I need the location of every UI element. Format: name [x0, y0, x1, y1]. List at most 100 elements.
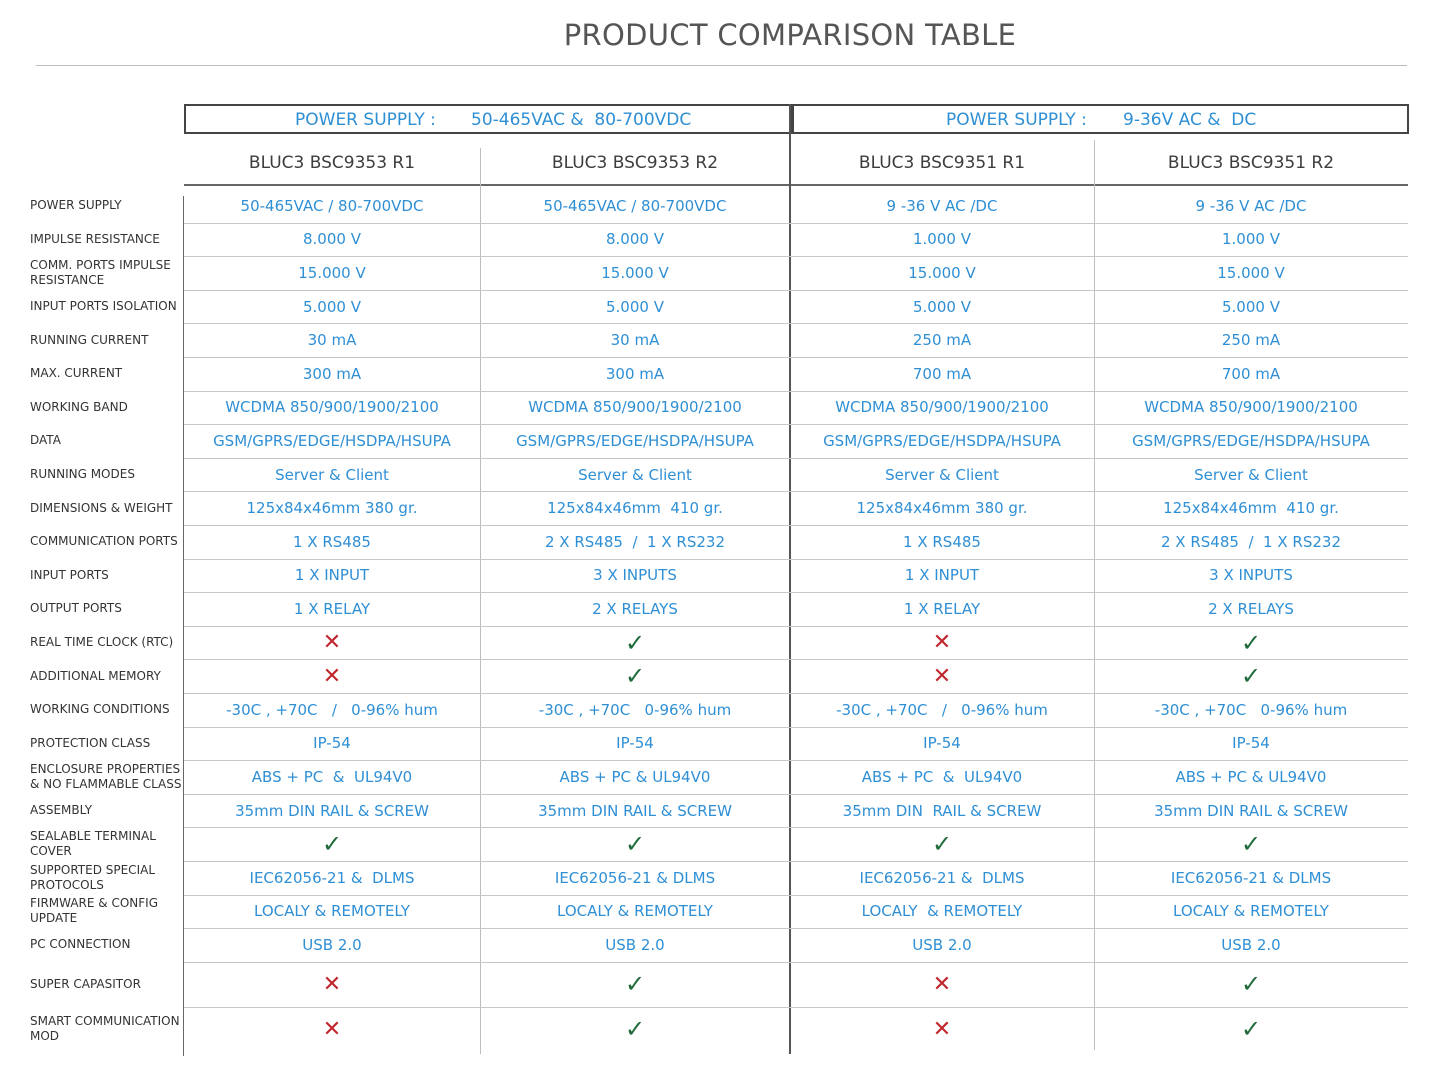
row-label: ENCLOSURE PROPERTIES & NO FLAMMABLE CLAS…: [30, 761, 182, 791]
row-label: DATA: [30, 433, 61, 448]
table-cell: 2 X RS485 / 1 X RS232: [545, 532, 725, 551]
row-label: IMPULSE RESISTANCE: [30, 231, 160, 246]
check-icon: ✓: [1240, 628, 1262, 657]
title-divider: [36, 65, 1407, 66]
table-cell: 15.000 V: [908, 263, 976, 282]
model-header-4: BLUC3 BSC9351 R2: [1167, 153, 1335, 173]
table-cell: IP-54: [923, 734, 961, 753]
table-cell: LOCALY & REMOTELY: [254, 902, 410, 921]
model-header-1: BLUC3 BSC9353 R1: [248, 153, 416, 173]
row-divider: [184, 760, 1408, 762]
row-divider: [184, 592, 1408, 594]
table-cell: USB 2.0: [605, 935, 665, 954]
row-divider: [184, 289, 1408, 291]
group-divider-rule: [789, 104, 791, 1054]
page-title: PRODUCT COMPARISON TABLE: [563, 18, 1017, 52]
table-cell: 30 mA: [307, 331, 357, 350]
table-cell: 5.000 V: [606, 297, 664, 316]
table-cell: USB 2.0: [302, 935, 362, 954]
row-label: FIRMWARE & CONFIG UPDATE: [30, 896, 158, 926]
table-cell: -30C , +70C 0-96% hum: [538, 700, 732, 719]
table-cell: 5.000 V: [303, 297, 361, 316]
table-cell: 125x84x46mm 380 gr.: [246, 499, 418, 518]
row-label: ADDITIONAL MEMORY: [30, 668, 161, 683]
row-divider: [184, 827, 1408, 829]
row-divider: [184, 491, 1408, 493]
table-cell: USB 2.0: [912, 935, 972, 954]
table-cell: 1.000 V: [1222, 230, 1280, 249]
table-cell: GSM/GPRS/EDGE/HSDPA/HSUPA: [823, 431, 1061, 450]
row-divider: [184, 323, 1408, 325]
table-cell: 35mm DIN RAIL & SCREW: [842, 801, 1042, 820]
table-cell: 35mm DIN RAIL & SCREW: [235, 801, 429, 820]
table-cell: -30C , +70C 0-96% hum: [1154, 700, 1348, 719]
cross-icon: ✕: [932, 630, 952, 656]
table-cell: 3 X INPUTS: [1209, 566, 1293, 585]
table-cell: 35mm DIN RAIL & SCREW: [1154, 801, 1348, 820]
row-label: SUPPORTED SPECIAL PROTOCOLS: [30, 862, 155, 892]
table-cell: IP-54: [1232, 734, 1270, 753]
check-icon: ✓: [624, 662, 646, 691]
check-icon: ✓: [321, 830, 343, 859]
table-cell: 1.000 V: [913, 230, 971, 249]
table-cell: USB 2.0: [1221, 935, 1281, 954]
table-cell: 15.000 V: [1217, 263, 1285, 282]
table-cell: 300 mA: [302, 364, 362, 383]
table-cell: GSM/GPRS/EDGE/HSDPA/HSUPA: [516, 431, 754, 450]
row-divider: [184, 928, 1408, 930]
table-cell: IEC62056-21 & DLMS: [1170, 868, 1332, 887]
row-label: ASSEMBLY: [30, 803, 93, 818]
cross-icon: ✕: [322, 971, 342, 997]
check-icon: ✓: [624, 1015, 646, 1044]
table-cell: ABS + PC & UL94V0: [251, 767, 413, 786]
cross-icon: ✕: [322, 1016, 342, 1042]
table-cell: -30C , +70C / 0-96% hum: [836, 700, 1048, 719]
model-header-3: BLUC3 BSC9351 R1: [858, 153, 1026, 173]
row-divider: [184, 390, 1408, 392]
row-label: COMM. PORTS IMPULSE RESISTANCE: [30, 257, 171, 287]
row-label: PROTECTION CLASS: [30, 735, 151, 750]
row-divider: [184, 525, 1408, 526]
row-label: WORKING CONDITIONS: [30, 702, 170, 717]
row-divider: [184, 457, 1408, 459]
row-divider: [184, 256, 1408, 258]
table-cell: 300 mA: [605, 364, 665, 383]
row-divider: [184, 357, 1408, 358]
table-cell: 8.000 V: [606, 230, 664, 249]
check-icon: ✓: [1240, 662, 1262, 691]
table-cell: 9 -36 V AC /DC: [886, 196, 998, 215]
header-rule: [184, 184, 1408, 186]
table-cell: 15.000 V: [601, 263, 669, 282]
row-label: SMART COMMUNICATION MOD: [30, 1014, 180, 1044]
row-label: DIMENSIONS & WEIGHT: [30, 500, 173, 515]
table-cell: LOCALY & REMOTELY: [557, 902, 713, 921]
row-divider: [184, 894, 1408, 896]
table-cell: ABS + PC & UL94V0: [559, 767, 711, 786]
group-1-value: 50-465VAC & 80-700VDC: [471, 110, 692, 130]
table-cell: LOCALY & REMOTELY: [861, 902, 1023, 921]
table-cell: 30 mA: [610, 331, 660, 350]
row-label: SEALABLE TERMINAL COVER: [30, 829, 156, 859]
table-cell: Server & Client: [578, 465, 692, 484]
column-rule-2: [480, 148, 481, 1054]
row-label: INPUT PORTS: [30, 567, 109, 582]
table-cell: IP-54: [616, 734, 654, 753]
table-cell: IEC62056-21 & DLMS: [249, 868, 415, 887]
table-cell: 1 X INPUT: [294, 566, 370, 585]
table-cell: 125x84x46mm 410 gr.: [1163, 499, 1339, 518]
table-cell: LOCALY & REMOTELY: [1173, 902, 1329, 921]
table-cell: 1 X RELAY: [903, 599, 981, 618]
table-cell: WCDMA 850/900/1900/2100: [225, 398, 439, 417]
row-label: COMMUNICATION PORTS: [30, 534, 178, 549]
model-header-2: BLUC3 BSC9353 R2: [551, 153, 719, 173]
check-icon: ✓: [1240, 830, 1262, 859]
table-cell: 8.000 V: [303, 230, 361, 249]
check-icon: ✓: [624, 628, 646, 657]
table-cell: GSM/GPRS/EDGE/HSDPA/HSUPA: [1132, 431, 1370, 450]
table-cell: 3 X INPUTS: [593, 566, 677, 585]
row-divider: [184, 1006, 1408, 1008]
row-label: MAX. CURRENT: [30, 366, 123, 381]
row-label: WORKING BAND: [30, 399, 128, 414]
table-cell: Server & Client: [275, 465, 389, 484]
table-cell: 2 X RELAYS: [592, 599, 678, 618]
